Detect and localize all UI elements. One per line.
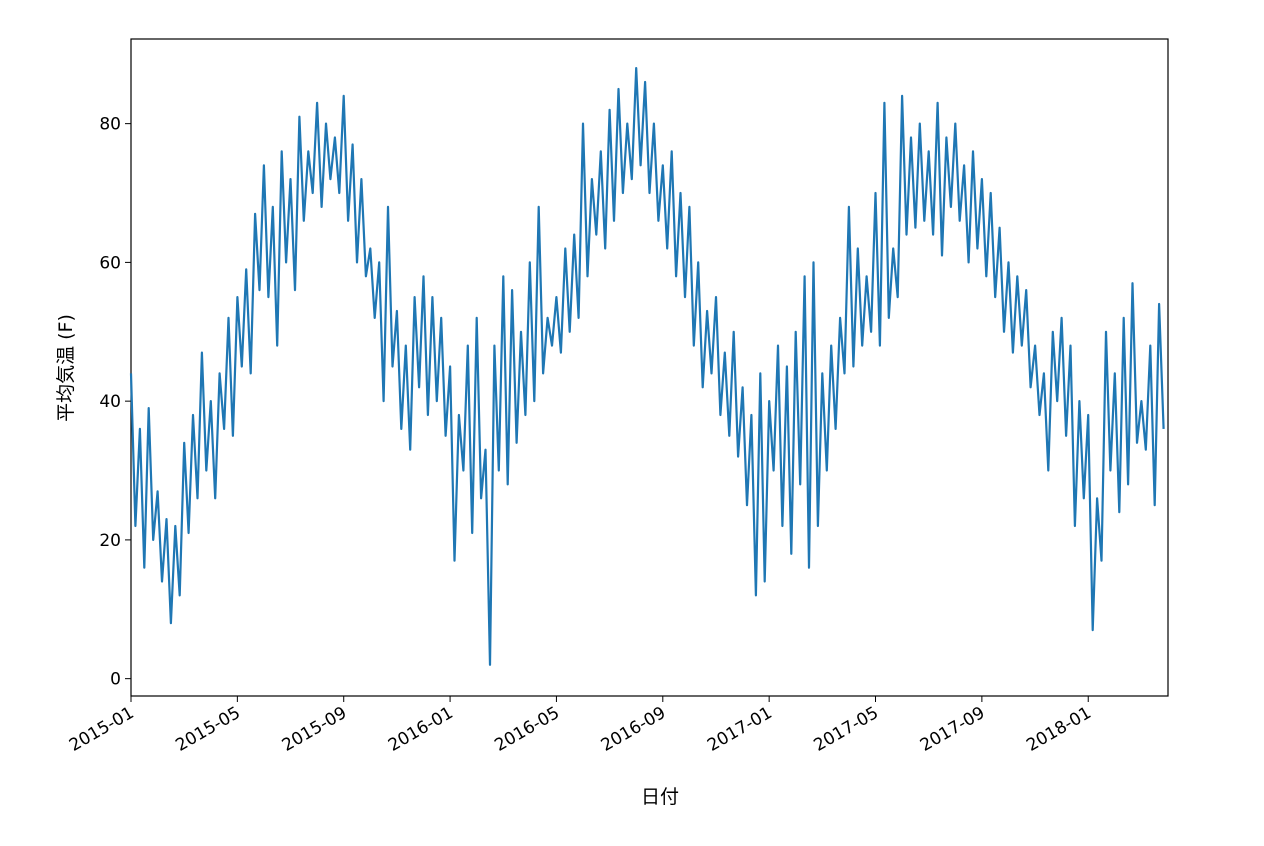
x-tick-label: 2016-01 bbox=[385, 703, 457, 756]
y-tick-label: 0 bbox=[110, 670, 121, 690]
x-tick-label: 2015-09 bbox=[279, 703, 351, 756]
plot-frame bbox=[130, 38, 1169, 697]
y-tick-label: 60 bbox=[99, 253, 121, 273]
x-tick-label: 2017-01 bbox=[704, 703, 776, 756]
x-tick-label: 2017-09 bbox=[917, 703, 989, 756]
x-tick-label: 2017-05 bbox=[810, 703, 882, 756]
x-tick-label: 2018-01 bbox=[1023, 703, 1095, 756]
x-tick-label: 2016-09 bbox=[598, 703, 670, 756]
y-axis-label: 平均気温 (F) bbox=[55, 314, 77, 422]
x-tick-label: 2015-05 bbox=[172, 703, 244, 756]
x-axis-label: 日付 bbox=[641, 786, 679, 808]
y-tick-label: 80 bbox=[99, 115, 121, 135]
y-tick-label: 40 bbox=[99, 392, 121, 412]
x-tick-label: 2016-05 bbox=[491, 703, 563, 756]
x-tick-label: 2015-01 bbox=[66, 703, 138, 756]
y-tick-label: 20 bbox=[99, 531, 121, 551]
data-line bbox=[129, 67, 1165, 666]
